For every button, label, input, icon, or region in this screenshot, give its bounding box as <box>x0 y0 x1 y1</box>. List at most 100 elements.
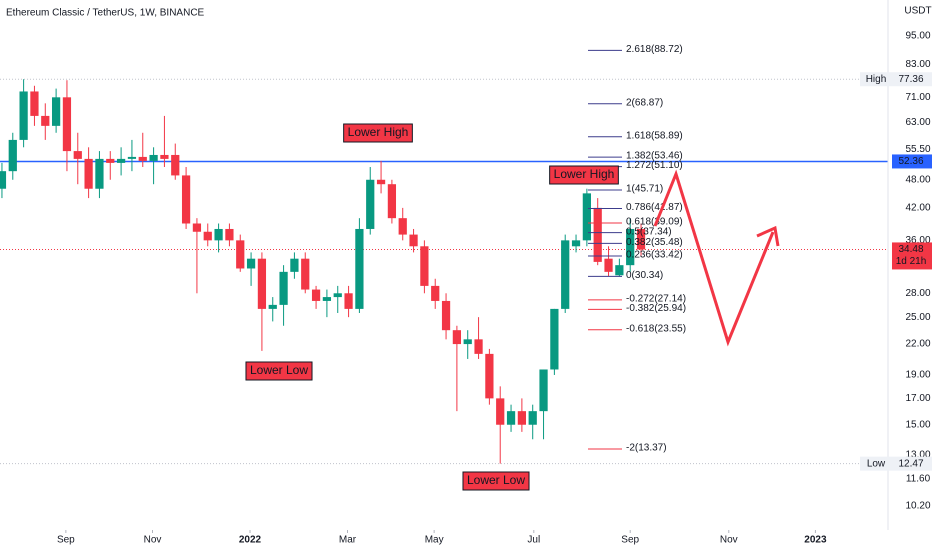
candle-body <box>257 258 267 309</box>
low-value-tag <box>892 456 932 471</box>
candle-body <box>73 151 82 159</box>
high-value: 77.36 <box>898 74 923 85</box>
candle-body <box>333 293 342 298</box>
last-price-value: 34.48 <box>898 244 923 255</box>
candle-body <box>127 156 137 159</box>
fibonacci: 2.618(88.72) 2(68.87) 1.618(58.89) 1.382(53… <box>588 44 686 454</box>
low-label: Low <box>867 458 886 469</box>
chart-title: Ethereum Classic / TetherUS, 1W, BINANCE <box>6 8 205 19</box>
last-price-tag <box>892 242 932 270</box>
annotation-text: Lower Low <box>250 363 308 377</box>
candle-body <box>311 289 321 301</box>
fib-label: -0.618(23.55) <box>626 323 686 334</box>
candle-body <box>431 285 440 301</box>
y-tick-label: 83.00 <box>905 59 930 70</box>
horizontal-line-tag <box>892 154 932 169</box>
x-tick-label: Sep <box>621 535 639 546</box>
candle-body <box>517 411 526 425</box>
candles <box>0 79 646 464</box>
projection-arrow <box>653 169 775 347</box>
candle-body <box>192 223 202 232</box>
unit-label: USDT <box>904 6 931 17</box>
fib-label: -0.382(25.94) <box>626 303 686 314</box>
y-tick-label: 11.60 <box>906 474 931 485</box>
fib-label: 0.382(35.48) <box>626 237 683 248</box>
candle-body <box>463 339 472 345</box>
fib-label: 2.618(88.72) <box>626 44 683 55</box>
candle-body <box>62 97 72 152</box>
candle-body <box>344 293 353 309</box>
candle-body <box>279 271 288 305</box>
candle-body <box>485 353 494 399</box>
x-tick-label: Mar <box>339 535 357 546</box>
candle-body <box>441 300 451 331</box>
candle-body <box>116 158 126 163</box>
fib-label: 0.5(37.34) <box>626 226 672 237</box>
candle-body <box>214 228 223 241</box>
x-tick-label: Sep <box>57 535 75 546</box>
y-tick-label: 95.00 <box>905 31 930 42</box>
candle-body <box>604 258 613 272</box>
candle-body <box>496 398 505 425</box>
candle-body <box>561 240 570 309</box>
candle-body <box>0 171 7 189</box>
candle-body <box>636 228 646 250</box>
y-tick-label: 71.00 <box>905 92 930 103</box>
y-tick-label: 22.00 <box>905 339 930 350</box>
candle-body <box>539 369 548 412</box>
fib-label: 0.618(39.09) <box>626 217 683 228</box>
x-tick-label: Jul <box>527 535 540 546</box>
candle-body <box>626 228 635 266</box>
candle-body <box>246 258 256 269</box>
y-tick-label: 42.00 <box>905 203 930 214</box>
fib-label: 1.618(58.89) <box>626 130 683 141</box>
candle-body <box>181 175 191 224</box>
candle-body <box>506 411 516 425</box>
candle-body <box>106 158 115 163</box>
y-tick-label: 25.00 <box>905 312 930 323</box>
fib-label: 1(45.71) <box>626 184 663 195</box>
x-tick-label: Nov <box>144 535 162 546</box>
x-tick-label: 2023 <box>804 535 827 546</box>
candle-body <box>160 154 169 159</box>
candle-body <box>366 179 375 229</box>
candle-body <box>171 154 180 176</box>
fib-label: -2(13.37) <box>626 443 667 454</box>
annotation-box <box>549 165 619 185</box>
y-tick-label: 28.00 <box>905 288 930 299</box>
candle-body <box>593 207 602 262</box>
annotation-box <box>343 123 413 143</box>
grid <box>0 35 888 533</box>
candle-body <box>376 179 386 185</box>
candle-body <box>387 184 397 219</box>
overlay <box>0 78 888 465</box>
candle-body <box>528 411 537 425</box>
candle-body <box>8 139 17 172</box>
fib-label: 1.272(51.10) <box>626 160 683 171</box>
candle-body <box>452 330 462 345</box>
candle-body <box>322 297 332 301</box>
candle-body <box>409 234 418 247</box>
candle-body <box>203 231 212 241</box>
candle-body <box>474 339 483 354</box>
candle-body <box>51 97 61 126</box>
annotation-box <box>462 471 530 491</box>
candle-body <box>398 218 407 235</box>
high-value-tag <box>892 72 932 87</box>
y-tick-label: 10.20 <box>905 501 930 512</box>
candle-body <box>290 258 299 272</box>
candle-body <box>550 308 559 370</box>
x-tick-label: May <box>425 535 444 546</box>
candle-body <box>571 240 581 247</box>
y-tick-label: 63.00 <box>905 117 930 128</box>
fib-label: 0.236(33.42) <box>626 250 683 261</box>
annotation-text: Lower High <box>554 167 615 181</box>
y-tick-label: 19.00 <box>905 370 930 381</box>
y-tick-label: 17.00 <box>905 393 930 404</box>
fib-label: 1.382(53.46) <box>626 151 683 162</box>
y-tick-label: 55.50 <box>905 144 930 155</box>
fib-label: 0(30.34) <box>626 270 663 281</box>
candle-body <box>138 156 147 161</box>
annotations: Lower High Lower Low Lower High Lower Low <box>245 123 619 491</box>
